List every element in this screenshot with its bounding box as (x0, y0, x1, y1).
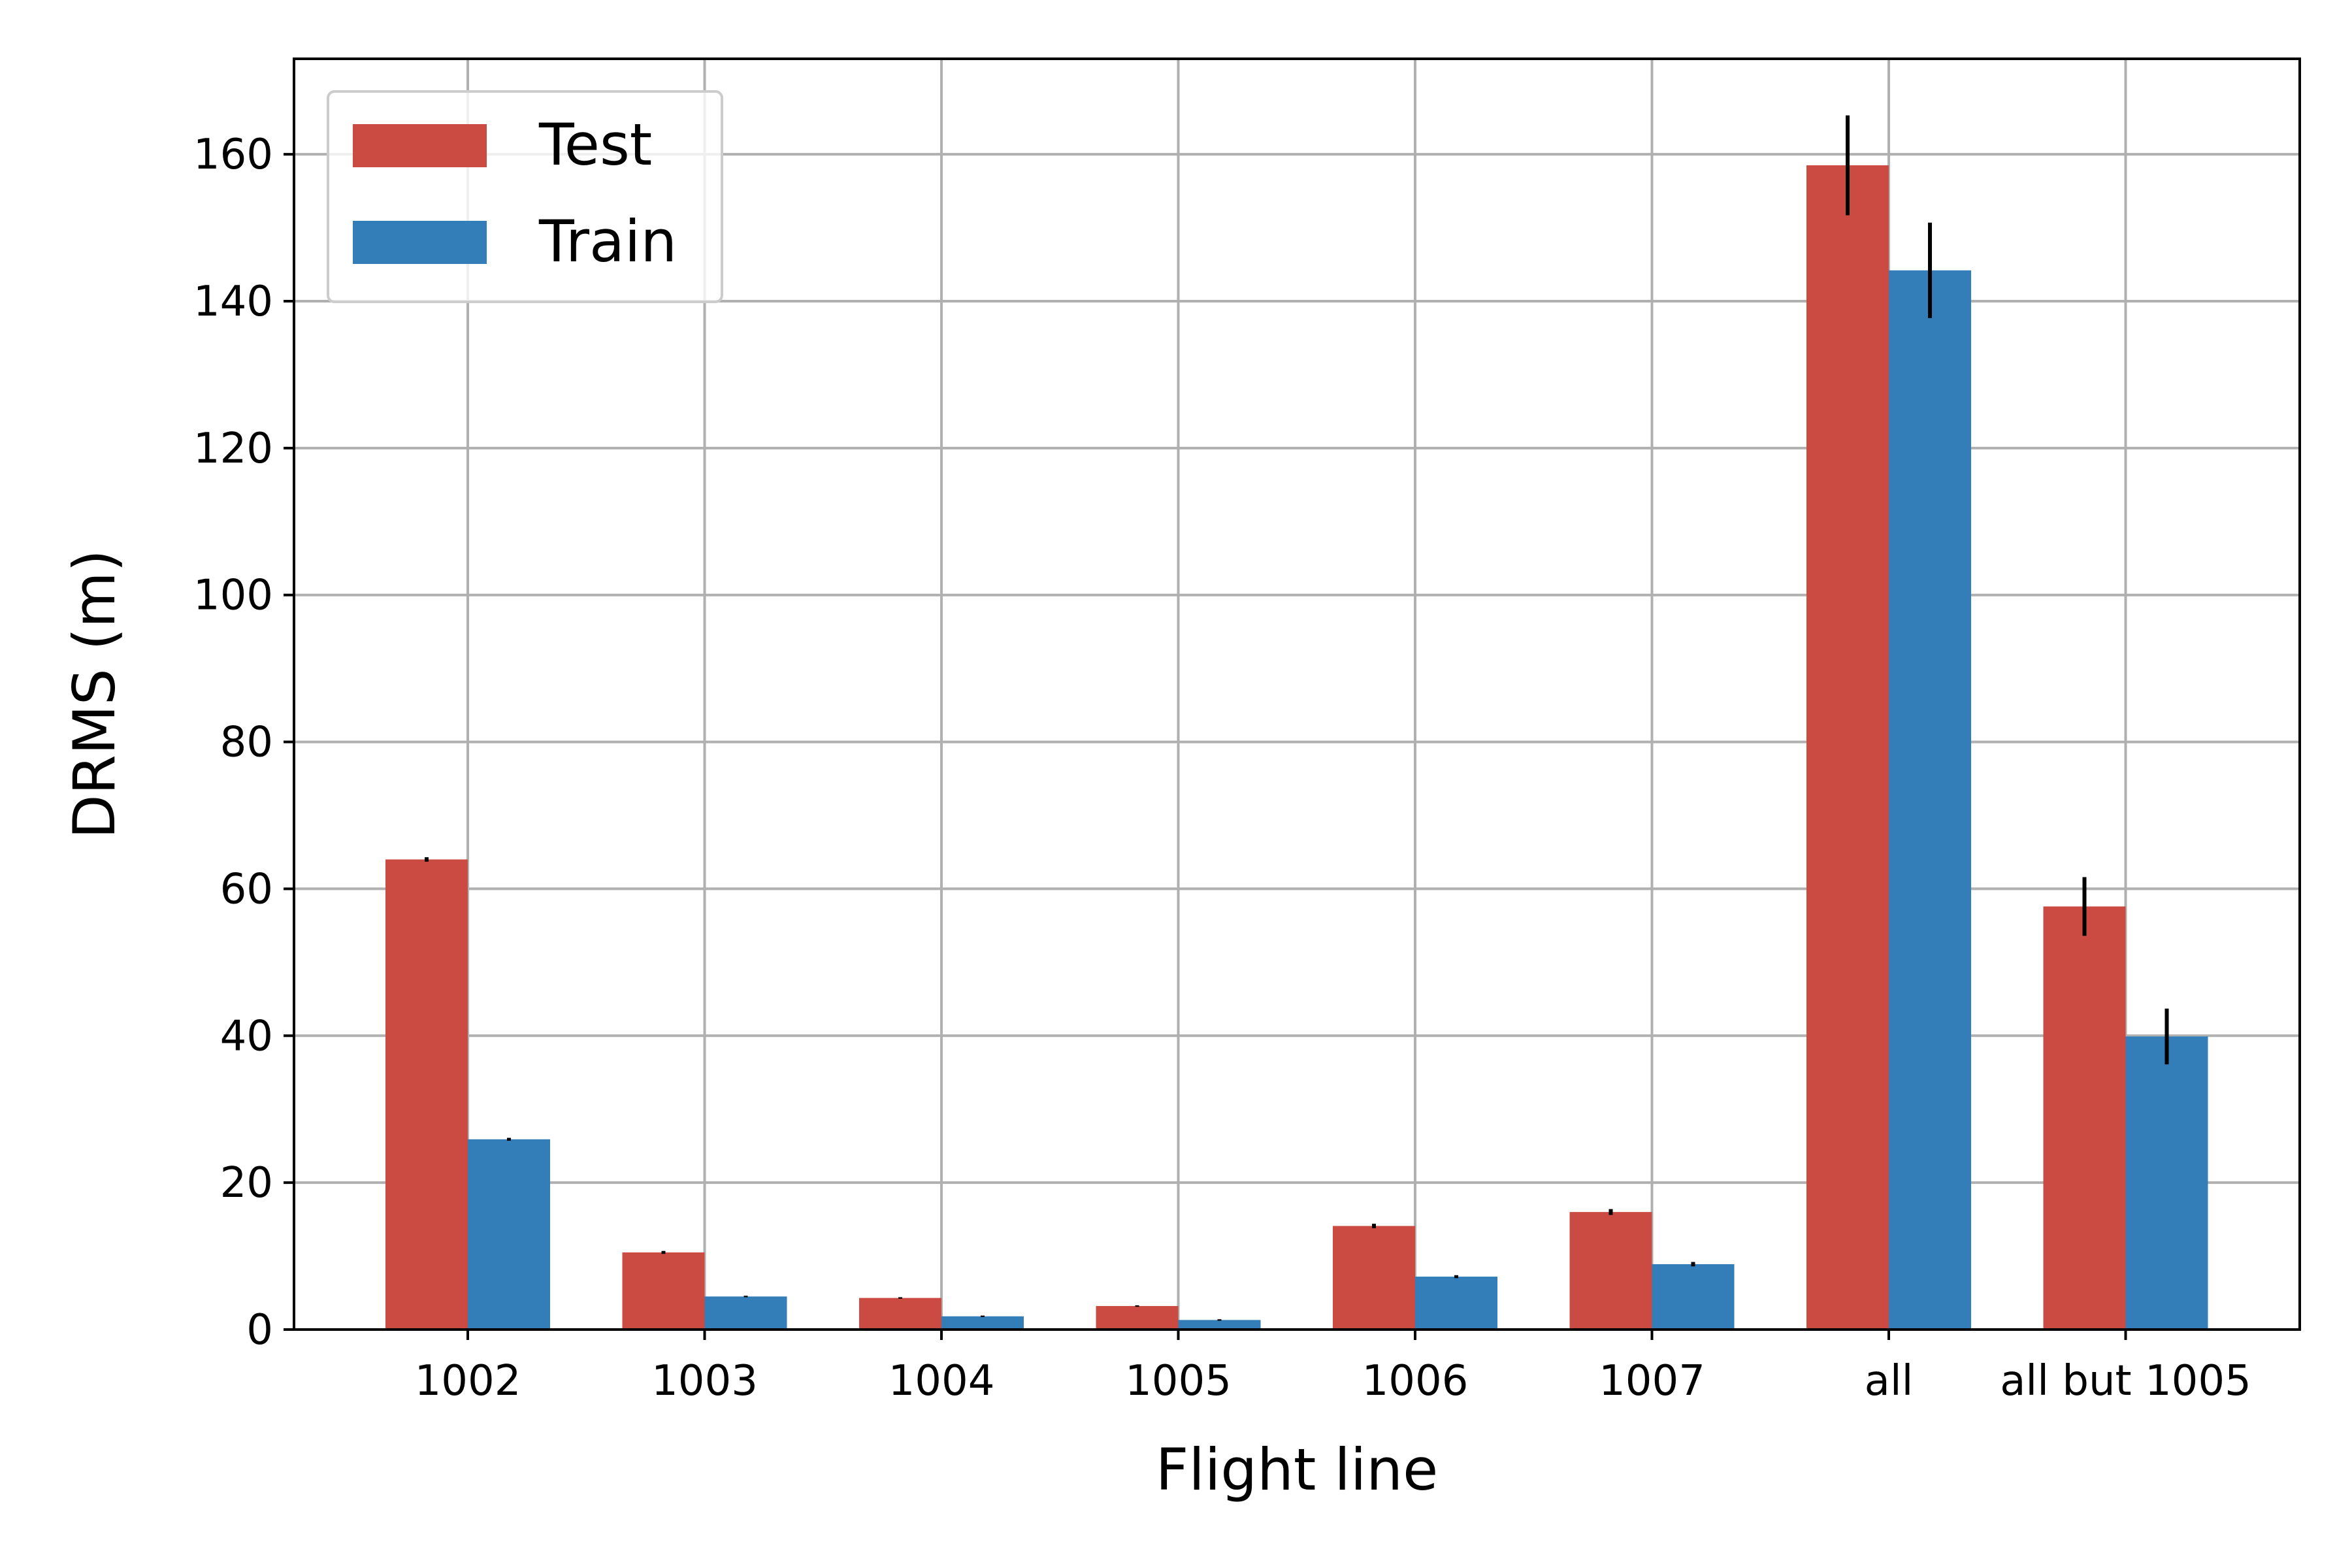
bar-test (385, 859, 468, 1330)
legend: Test Train (327, 90, 723, 303)
y-tick-label: 100 (193, 572, 273, 620)
bar-train (1415, 1277, 1497, 1330)
y-tick-label: 0 (246, 1306, 273, 1354)
bar-test (1096, 1306, 1179, 1330)
bars (385, 165, 2208, 1330)
bar-test (1806, 165, 1889, 1330)
axis-ticks: 1002 1003 1004 1005 1006 1007 all all but 1005 0… (193, 131, 2251, 1405)
y-axis-title: DRMS (m) (61, 549, 128, 839)
y-tick-label: 120 (193, 425, 273, 473)
y-tick-label: 160 (193, 131, 273, 179)
bar-test (1569, 1212, 1652, 1330)
bar-test (2043, 906, 2126, 1330)
bar-train (1889, 270, 1971, 1330)
x-tick-label: all but 1005 (2000, 1357, 2251, 1405)
bar-train (1652, 1264, 1735, 1330)
bar-test (859, 1298, 941, 1330)
legend-label-test: Test (538, 111, 652, 178)
error-bars (425, 115, 2169, 1321)
x-tick-label: 1004 (889, 1357, 995, 1405)
y-tick-label: 80 (220, 719, 273, 767)
bar-test (1333, 1226, 1415, 1330)
y-tick-label: 140 (193, 278, 273, 326)
legend-swatch-train (353, 221, 487, 264)
plot-frame (293, 57, 2301, 1331)
x-tick-label: all (1865, 1357, 1914, 1405)
x-tick-label: 1003 (651, 1357, 758, 1405)
x-tick-label: 1005 (1125, 1357, 1232, 1405)
x-axis-title: Flight line (1156, 1436, 1438, 1503)
x-tick-label: 1007 (1599, 1357, 1705, 1405)
x-tick-label: 1006 (1362, 1357, 1469, 1405)
y-tick-label: 40 (220, 1012, 273, 1060)
bar-train (2125, 1036, 2208, 1330)
bar-train (1178, 1320, 1261, 1330)
legend-swatch-test (353, 124, 487, 167)
bar-test (622, 1252, 705, 1330)
bar-train (468, 1139, 550, 1330)
y-tick-label: 60 (220, 865, 273, 913)
bar-train (941, 1316, 1024, 1330)
legend-label-train: Train (538, 208, 677, 275)
y-tick-label: 20 (220, 1159, 273, 1207)
bar-train (704, 1296, 787, 1330)
x-tick-label: 1002 (415, 1357, 521, 1405)
